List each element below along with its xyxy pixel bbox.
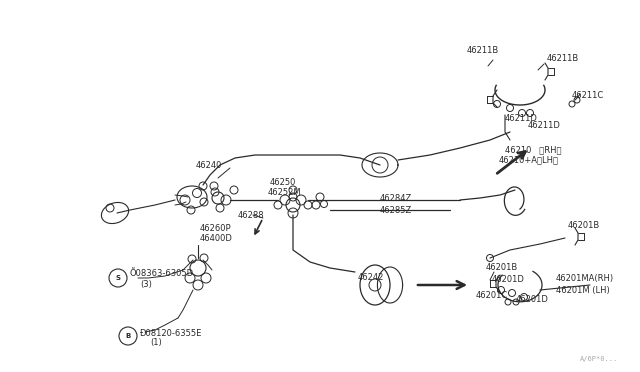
- Text: 46211B: 46211B: [547, 54, 579, 62]
- Text: 46211B: 46211B: [467, 45, 499, 55]
- Text: 46210   〈RH〉: 46210 〈RH〉: [505, 145, 561, 154]
- Text: 46242: 46242: [358, 273, 385, 282]
- Text: Õ08363-6305D: Õ08363-6305D: [130, 269, 194, 279]
- Text: 46201B: 46201B: [568, 221, 600, 230]
- Text: 46250: 46250: [270, 177, 296, 186]
- Text: 46400D: 46400D: [200, 234, 233, 243]
- Text: 46201C: 46201C: [476, 291, 508, 299]
- Text: 46260P: 46260P: [200, 224, 232, 232]
- Text: 46252M: 46252M: [268, 187, 301, 196]
- Text: 46201M (LH): 46201M (LH): [556, 285, 610, 295]
- Text: Ð08120-6355E: Ð08120-6355E: [140, 328, 202, 337]
- Text: 46210+A〈LH〉: 46210+A〈LH〉: [499, 155, 559, 164]
- Text: 46201B: 46201B: [486, 263, 518, 273]
- Text: 46211D: 46211D: [528, 121, 561, 129]
- Text: (3): (3): [140, 280, 152, 289]
- Text: S: S: [115, 275, 120, 281]
- Text: 46285Z: 46285Z: [380, 205, 412, 215]
- Text: 46284Z: 46284Z: [380, 193, 412, 202]
- Text: 46201MA(RH): 46201MA(RH): [556, 273, 614, 282]
- Text: 46211C: 46211C: [572, 90, 604, 99]
- Text: B: B: [125, 333, 131, 339]
- Text: 46211D: 46211D: [505, 113, 538, 122]
- Text: A/6P*0...: A/6P*0...: [580, 356, 618, 362]
- Text: 46201D: 46201D: [492, 276, 525, 285]
- Text: (1): (1): [150, 339, 162, 347]
- Text: 46288: 46288: [238, 211, 264, 219]
- Text: 46240: 46240: [196, 160, 222, 170]
- Text: 46201D: 46201D: [516, 295, 549, 305]
